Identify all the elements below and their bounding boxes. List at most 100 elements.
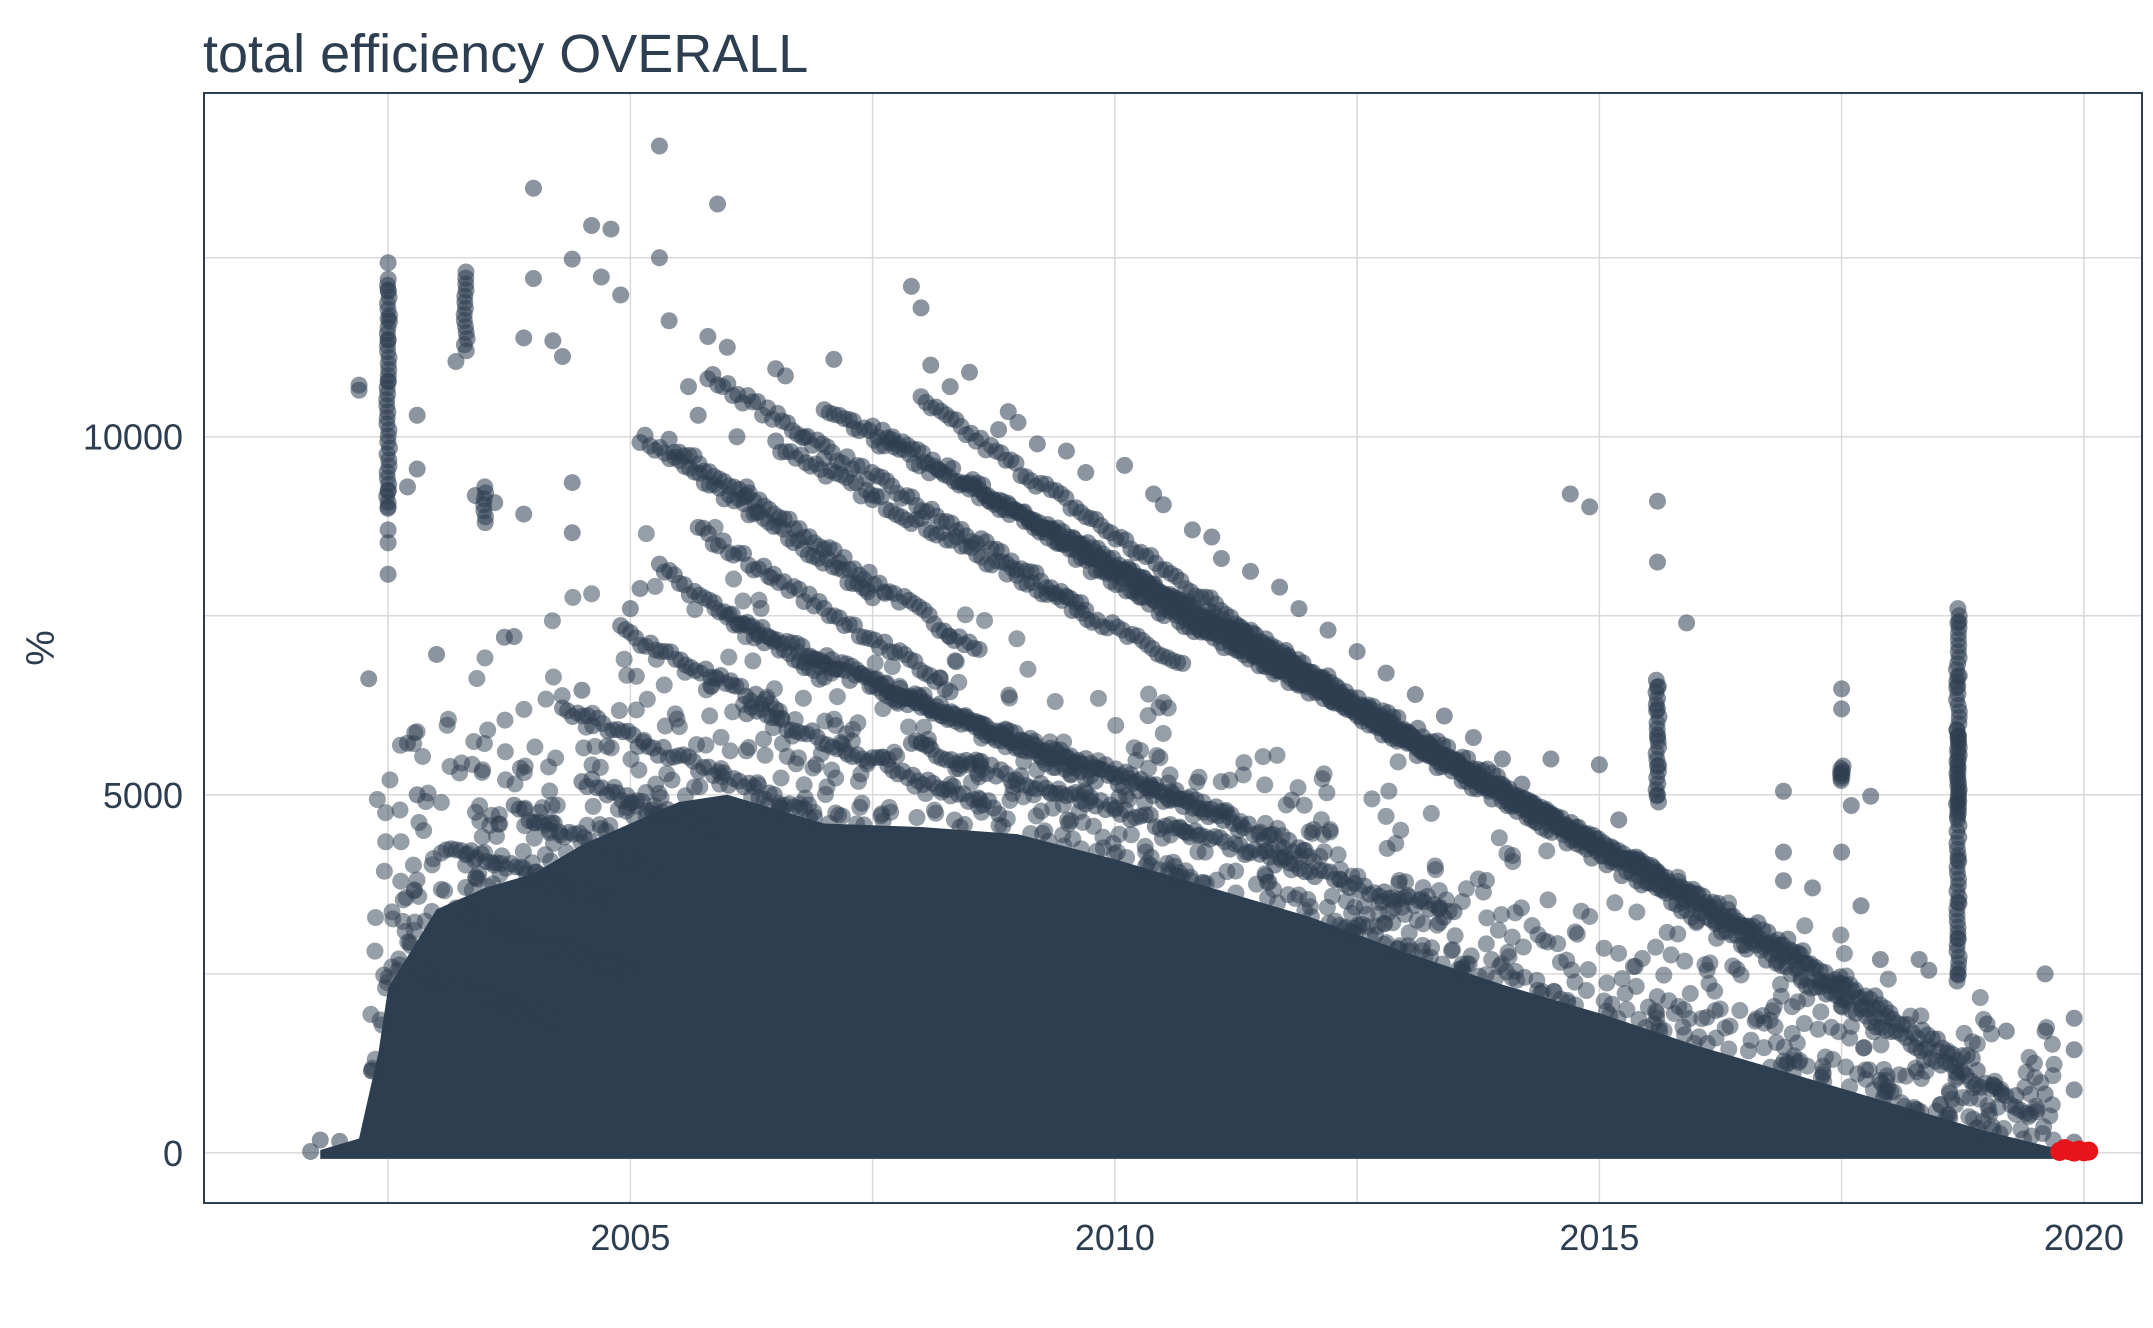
data-point [584,797,602,815]
data-point [602,893,620,911]
data-point [1008,630,1026,648]
data-point [1872,1036,1890,1054]
data-point [578,816,596,834]
data-point [915,686,933,704]
data-point [1460,955,1478,973]
data-point [615,650,633,668]
data-point [1159,774,1177,792]
data-point [1273,827,1291,845]
data-point [1538,842,1556,860]
data-point [1184,806,1202,824]
data-point [1348,643,1366,661]
data-point [408,723,426,741]
data-point [465,733,483,751]
data-point [526,814,544,832]
data-point [737,628,755,646]
data-point [878,687,896,705]
data-point [591,816,609,834]
data-point [676,787,694,805]
data-point [1949,850,1967,868]
data-point [1498,844,1516,862]
data-point [1649,757,1666,775]
data-point [1238,843,1256,861]
data-point [381,771,399,789]
data-point [1566,923,1584,941]
data-point [1610,811,1628,829]
data-point [2043,1035,2061,1053]
data-point [676,663,694,681]
data-point [1367,926,1385,944]
data-point [1431,898,1449,916]
data-point [805,803,823,821]
data-point [1669,868,1687,886]
data-point [1489,921,1507,939]
data-point [1581,498,1599,516]
data-point [1633,949,1651,967]
highlighted-points [2050,1139,2099,1162]
data-point [1837,967,1855,985]
data-point [2065,1041,2083,1059]
data-point [794,689,812,707]
data-point [699,327,717,345]
data-point [1384,889,1402,907]
data-point [1711,1000,1729,1018]
data-point [823,664,841,682]
data-point [1212,773,1230,791]
data-point [392,872,410,890]
data-point [1406,686,1424,704]
data-point [1256,776,1274,794]
data-point [764,719,782,737]
data-point [1949,965,1967,983]
data-point [773,735,791,753]
data-point [1761,1058,1779,1076]
data-point [311,1131,329,1149]
data-point [428,645,446,663]
data-point [1655,1022,1673,1040]
data-point [1579,961,1597,979]
data-point [1774,872,1792,890]
data-point [2028,1103,2046,1121]
x-tick-label: 2015 [1559,1217,1639,1258]
data-point [738,486,756,504]
data-point [655,676,673,694]
data-point [563,524,581,542]
data-point [706,518,724,536]
data-point [1154,724,1172,742]
data-point [1662,946,1680,964]
data-point [621,600,639,618]
data-point [902,277,920,295]
data-point [1234,766,1252,784]
data-point [1920,961,1938,979]
data-point [1768,952,1786,970]
data-point [391,736,409,754]
data-point [1433,955,1451,973]
data-point [1954,1063,1972,1081]
data-point [864,491,882,509]
data-point [1561,485,1579,503]
data-point [1876,1083,1894,1101]
data-point [1833,680,1851,698]
data-point [1788,1034,1806,1052]
data-point [1581,907,1599,925]
data-point [1763,1002,1781,1020]
data-point [1426,857,1444,875]
data-point [547,749,565,767]
data-point [627,701,645,719]
data-point [2035,1118,2053,1136]
data-point [750,776,768,794]
data-point [668,710,686,728]
data-point [1655,966,1673,984]
data-point [473,828,491,846]
data-point [827,769,845,787]
data-point [1912,1007,1930,1025]
data-point [2065,1081,2083,1099]
data-point [723,676,741,694]
data-point [473,763,491,781]
data-point [1939,1042,1957,1060]
data-point [1188,773,1206,791]
data-point [471,797,489,815]
data-point [956,606,974,624]
data-point [1258,842,1276,860]
data-point [551,826,569,844]
data-point [564,588,582,606]
